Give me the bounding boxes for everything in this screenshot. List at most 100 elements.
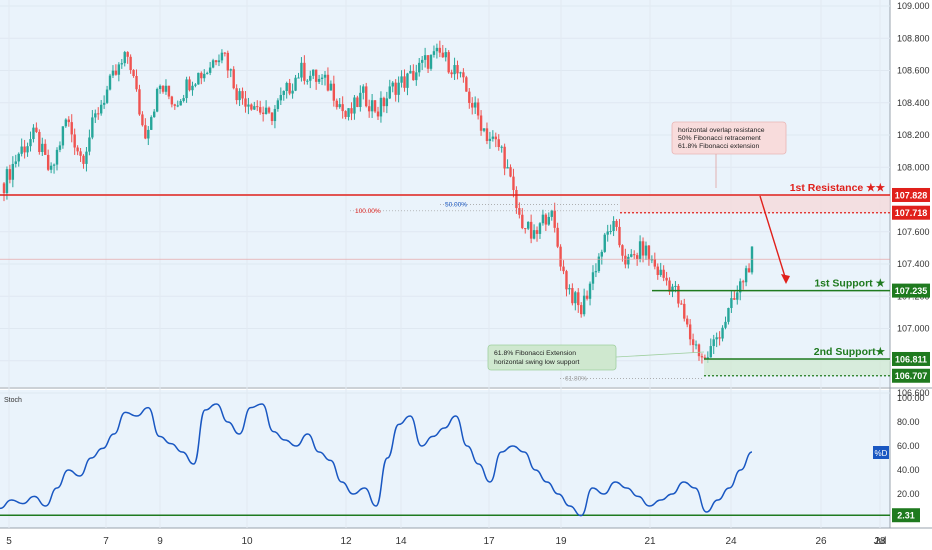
x-tick-label: 26 [815, 536, 827, 547]
candle-body [208, 67, 212, 73]
candle-body [256, 106, 259, 108]
candle-body [223, 52, 227, 54]
candle-body [235, 88, 238, 101]
candle-body [691, 339, 695, 345]
candle-body [397, 82, 400, 95]
candle-body [559, 246, 562, 267]
candle-body [500, 146, 503, 148]
candle-body [415, 72, 418, 81]
candle-body [532, 230, 536, 239]
candle-body [241, 91, 244, 99]
candle-body [656, 266, 659, 275]
candle-body [26, 146, 29, 153]
candle-body [244, 98, 247, 107]
candle-body [320, 77, 324, 79]
candle-body [326, 74, 330, 91]
price-badge [892, 351, 930, 366]
x-tick-label: 5 [6, 536, 12, 547]
candle-body [591, 272, 595, 284]
candle-body [285, 82, 288, 91]
stoch-tick-label: 20.00 [897, 489, 920, 499]
y-tick-label: 108.600 [897, 66, 930, 76]
candle-body [120, 63, 123, 65]
y-tick-label: 108.000 [897, 162, 930, 172]
candle-body [562, 266, 565, 272]
candle-body [471, 102, 474, 108]
candle-body [155, 88, 159, 112]
candle-body [473, 102, 477, 108]
candle-body [518, 208, 521, 215]
candle-body [264, 107, 268, 114]
candle-body [459, 72, 462, 74]
candle-body [267, 107, 271, 113]
candle-body [553, 210, 556, 228]
candle-body [438, 47, 442, 53]
candle-body [385, 98, 389, 107]
candle-body [123, 52, 126, 64]
resistance-label: 1st Resistance ★★ [790, 182, 886, 194]
candle-body [706, 357, 710, 359]
y-tick-label: 108.800 [897, 33, 930, 43]
candle-body [426, 55, 430, 69]
candle-body [447, 52, 450, 73]
candle-body [52, 164, 56, 166]
candle-body [712, 339, 715, 347]
candle-body [365, 86, 368, 107]
candle-body [220, 52, 224, 61]
y-tick-label: 108.400 [897, 98, 930, 108]
candle-body [117, 64, 121, 75]
resistance-zone [620, 194, 890, 213]
candle-body [94, 113, 97, 118]
price-badge-label: 107.828 [895, 190, 928, 200]
candle-body [23, 146, 26, 153]
candle-body [420, 59, 424, 63]
candle-body [332, 83, 336, 101]
candle-body [709, 346, 712, 358]
candle-body [282, 90, 285, 95]
candle-body [668, 280, 671, 292]
y-tick-label: 106.600 [897, 388, 930, 398]
candle-body [603, 234, 606, 252]
candle-body [635, 255, 639, 260]
resistance-note-box [671, 121, 787, 155]
candle-body [170, 96, 174, 105]
candle-body [29, 139, 32, 147]
candle-body [49, 165, 53, 170]
candle-body [188, 79, 191, 91]
candle-body [362, 86, 365, 93]
candle-body [144, 125, 147, 139]
candle-body [524, 228, 527, 230]
candle-body [338, 104, 341, 108]
candle-body [497, 139, 500, 147]
candle-body [129, 56, 132, 71]
candle-body [238, 91, 241, 101]
candle-body [270, 112, 274, 122]
candle-body [46, 154, 50, 170]
candle-body [44, 143, 47, 155]
candle-body [403, 76, 406, 88]
x-tick-label: 21 [644, 536, 656, 547]
candle-body [229, 69, 232, 71]
candle-body [526, 221, 530, 229]
candle-body [85, 151, 88, 164]
candle-body [135, 76, 138, 90]
candle-body [70, 122, 73, 135]
candle-body [659, 269, 662, 275]
y-tick-label: 109.000 [897, 1, 930, 11]
candle-body [588, 283, 592, 299]
candle-body [288, 82, 291, 94]
candle-body [423, 55, 427, 60]
candle-body [317, 78, 321, 82]
candle-body [76, 147, 79, 152]
x-tick-label: 10 [241, 536, 253, 547]
price-badge [892, 368, 930, 383]
candle-body [132, 70, 135, 77]
candle-body [126, 52, 129, 57]
candle-body [571, 288, 574, 304]
candle-body [444, 52, 447, 58]
x-tick-label: Jul [874, 536, 887, 547]
candle-body [17, 153, 20, 162]
candle-body [485, 128, 489, 141]
fib-618-label: 61.80% [565, 375, 587, 382]
